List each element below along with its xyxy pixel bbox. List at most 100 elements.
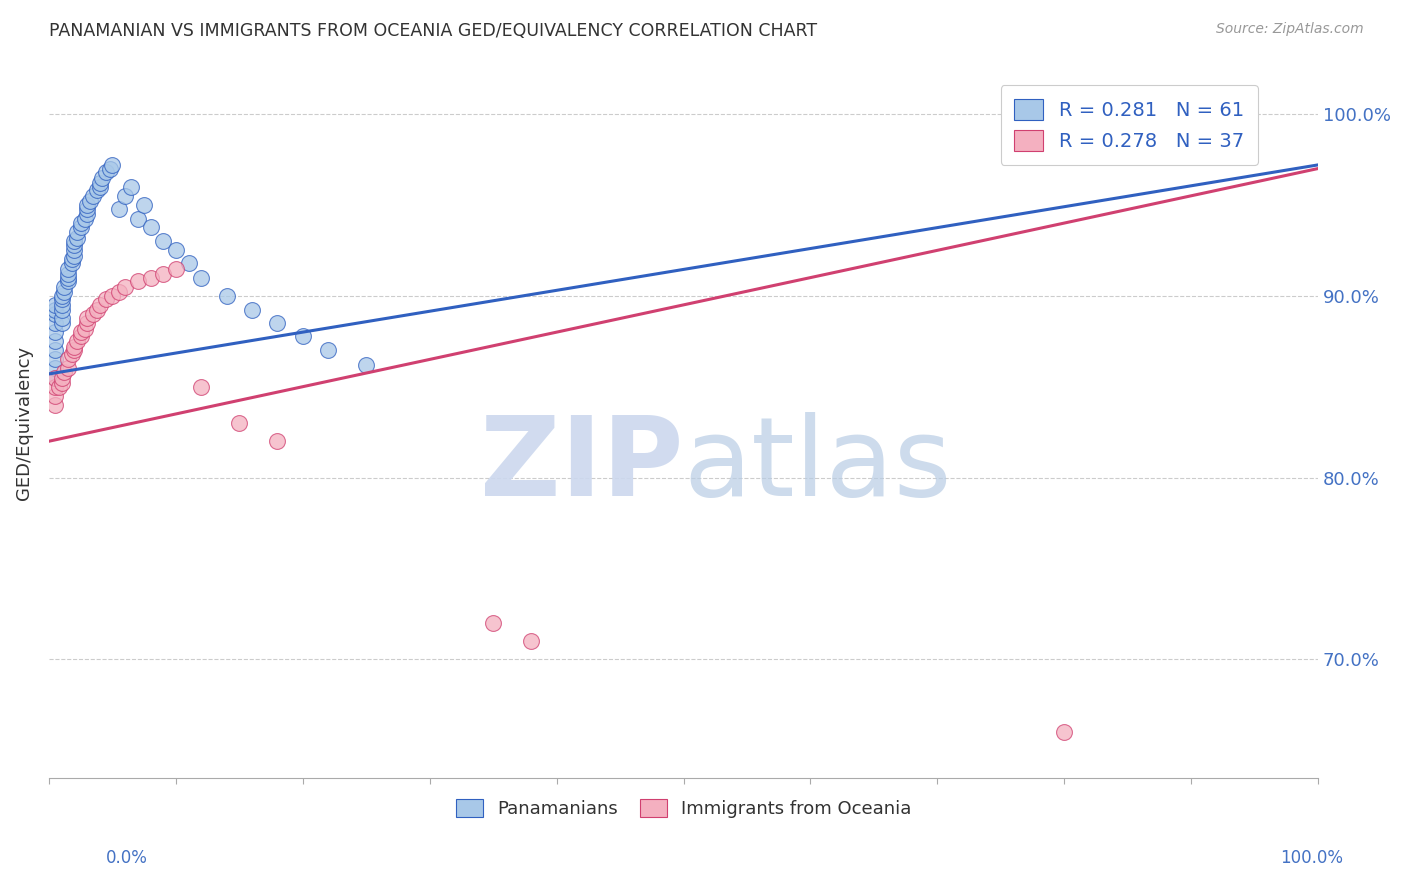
Point xyxy=(177,256,200,270)
Point xyxy=(94,293,117,307)
Point xyxy=(107,202,129,216)
Point xyxy=(44,361,66,376)
Text: 0.0%: 0.0% xyxy=(105,849,148,867)
Point xyxy=(240,303,263,318)
Point xyxy=(48,379,70,393)
Point xyxy=(56,270,79,285)
Point xyxy=(44,352,66,367)
Point xyxy=(1028,116,1050,130)
Point xyxy=(51,310,73,325)
Point xyxy=(76,310,98,325)
Point xyxy=(53,285,76,300)
Point xyxy=(51,293,73,307)
Point xyxy=(51,289,73,303)
Point xyxy=(44,307,66,321)
Point xyxy=(228,416,250,430)
Point xyxy=(69,219,91,234)
Point xyxy=(56,361,79,376)
Point xyxy=(69,216,91,230)
Point xyxy=(44,370,66,384)
Point xyxy=(165,261,187,276)
Point xyxy=(60,252,83,267)
Point xyxy=(215,289,238,303)
Text: Source: ZipAtlas.com: Source: ZipAtlas.com xyxy=(1216,22,1364,37)
Point xyxy=(291,328,314,343)
Point xyxy=(51,316,73,330)
Point xyxy=(44,316,66,330)
Point xyxy=(44,343,66,358)
Point xyxy=(152,267,174,281)
Point xyxy=(134,198,156,212)
Text: PANAMANIAN VS IMMIGRANTS FROM OCEANIA GED/EQUIVALENCY CORRELATION CHART: PANAMANIAN VS IMMIGRANTS FROM OCEANIA GE… xyxy=(49,22,817,40)
Point xyxy=(56,267,79,281)
Point xyxy=(76,202,98,216)
Point xyxy=(152,234,174,248)
Point xyxy=(63,238,86,252)
Point xyxy=(89,298,111,312)
Point xyxy=(89,179,111,194)
Point xyxy=(121,179,143,194)
Point xyxy=(44,303,66,318)
Point xyxy=(53,279,76,293)
Point xyxy=(139,219,162,234)
Point xyxy=(56,274,79,288)
Y-axis label: GED/Equivalency: GED/Equivalency xyxy=(15,346,32,500)
Point xyxy=(165,244,187,258)
Point xyxy=(56,352,79,367)
Point xyxy=(190,270,212,285)
Point xyxy=(51,298,73,312)
Point xyxy=(51,376,73,390)
Point xyxy=(73,321,96,335)
Point xyxy=(60,347,83,361)
Point xyxy=(86,303,108,318)
Point xyxy=(266,316,288,330)
Point xyxy=(44,325,66,339)
Point xyxy=(56,261,79,276)
Point xyxy=(91,170,114,185)
Legend: Panamanians, Immigrants from Oceania: Panamanians, Immigrants from Oceania xyxy=(449,791,918,825)
Point xyxy=(66,334,89,349)
Point xyxy=(127,212,149,227)
Point xyxy=(356,358,378,372)
Point xyxy=(482,615,505,630)
Point xyxy=(63,340,86,354)
Point xyxy=(60,256,83,270)
Point xyxy=(69,328,91,343)
Point xyxy=(114,188,136,202)
Point xyxy=(63,244,86,258)
Point xyxy=(44,398,66,412)
Point xyxy=(44,370,66,384)
Text: 100.0%: 100.0% xyxy=(1279,849,1343,867)
Text: atlas: atlas xyxy=(683,412,952,519)
Point xyxy=(76,207,98,221)
Point xyxy=(44,379,66,393)
Point xyxy=(76,316,98,330)
Point xyxy=(127,274,149,288)
Point xyxy=(76,198,98,212)
Point xyxy=(101,158,124,172)
Point xyxy=(89,176,111,190)
Point xyxy=(44,298,66,312)
Point xyxy=(114,279,136,293)
Point xyxy=(53,365,76,379)
Point xyxy=(139,270,162,285)
Point xyxy=(51,303,73,318)
Point xyxy=(101,289,124,303)
Point xyxy=(1053,725,1076,739)
Point xyxy=(63,249,86,263)
Text: ZIP: ZIP xyxy=(481,412,683,519)
Point xyxy=(73,212,96,227)
Point xyxy=(520,634,543,648)
Point xyxy=(63,234,86,248)
Point xyxy=(316,343,339,358)
Point xyxy=(94,165,117,179)
Point xyxy=(44,389,66,403)
Point xyxy=(82,307,104,321)
Point xyxy=(66,225,89,239)
Point xyxy=(86,183,108,197)
Point xyxy=(107,285,129,300)
Point xyxy=(63,343,86,358)
Point xyxy=(66,230,89,244)
Point xyxy=(190,379,212,393)
Point xyxy=(44,334,66,349)
